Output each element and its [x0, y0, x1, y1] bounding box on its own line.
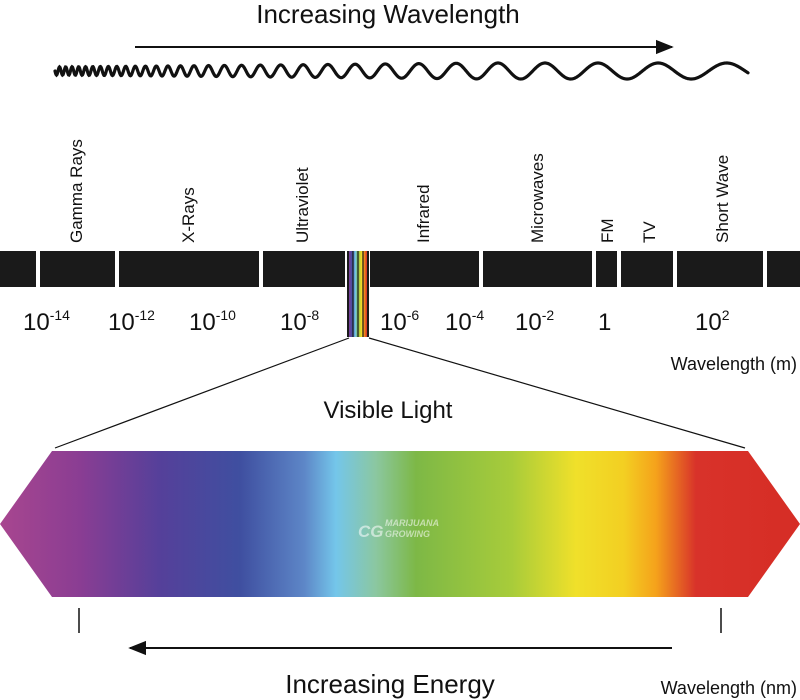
- watermark-logo: CG: [358, 522, 384, 541]
- watermark-text-line2: GROWING: [385, 529, 430, 539]
- band-label-microwaves: Microwaves: [528, 153, 547, 243]
- tick-label-10e-8: 10-8: [280, 307, 319, 336]
- band-label-fm: FM: [598, 218, 617, 243]
- visible-strip: [347, 251, 369, 337]
- tick-label-10e-12: 10-12: [108, 307, 155, 336]
- band-label-x-rays: X-Rays: [179, 187, 198, 243]
- bar-segment-3: [119, 251, 259, 287]
- marijuana-growing-watermark: CG MARIJUANA GROWING: [358, 518, 439, 541]
- bar-segment-6: [483, 251, 592, 287]
- projection-line-right: [368, 337, 746, 449]
- band-label-infrared: Infrared: [414, 184, 433, 243]
- wavelength-nm-unit-label: Wavelength (nm): [661, 678, 797, 698]
- tick-label-10e-10: 10-10: [189, 307, 236, 336]
- visible-light-spectrum-band: [0, 451, 800, 597]
- band-label-ultraviolet: Ultraviolet: [293, 167, 312, 243]
- band-label-short-wave: Short Wave: [713, 155, 732, 243]
- bar-segment-1: [0, 251, 36, 287]
- tick-label-10e-6: 10-6: [380, 307, 419, 336]
- bar-segment-8: [621, 251, 673, 287]
- bar-segment-5: [370, 251, 479, 287]
- projection-line-left: [54, 337, 350, 449]
- wavelength-m-unit-label: Wavelength (m): [671, 354, 797, 374]
- band-label-tv: TV: [640, 221, 659, 243]
- band-label-gamma-rays: Gamma Rays: [67, 139, 86, 243]
- wavelength-tick-labels: 10-14 10-12 10-10 10-8 10-6 10-4 10-2 1 …: [23, 307, 730, 336]
- tick-label-10e-2: 10-2: [515, 307, 554, 336]
- increasing-wavelength-title: Increasing Wavelength: [256, 0, 520, 29]
- increasing-energy-title: Increasing Energy: [285, 669, 495, 699]
- tick-label-10e2: 102: [695, 307, 730, 336]
- watermark-text-line1: MARIJUANA: [385, 518, 439, 528]
- tick-label-10e-4: 10-4: [445, 307, 484, 336]
- increasing-wavelength-wave: [53, 61, 750, 81]
- bar-segment-4: [263, 251, 345, 287]
- visible-light-title: Visible Light: [324, 397, 453, 424]
- bar-segment-9: [677, 251, 763, 287]
- bar-segment-10: [767, 251, 800, 287]
- spectrum-bar: [0, 251, 800, 287]
- tick-label-10e-14: 10-14: [23, 307, 70, 336]
- tick-label-1: 1: [598, 309, 611, 336]
- bar-segment-7: [596, 251, 617, 287]
- band-labels: Gamma Rays X-Rays Ultraviolet Infrared M…: [67, 139, 732, 243]
- bar-segment-2: [40, 251, 115, 287]
